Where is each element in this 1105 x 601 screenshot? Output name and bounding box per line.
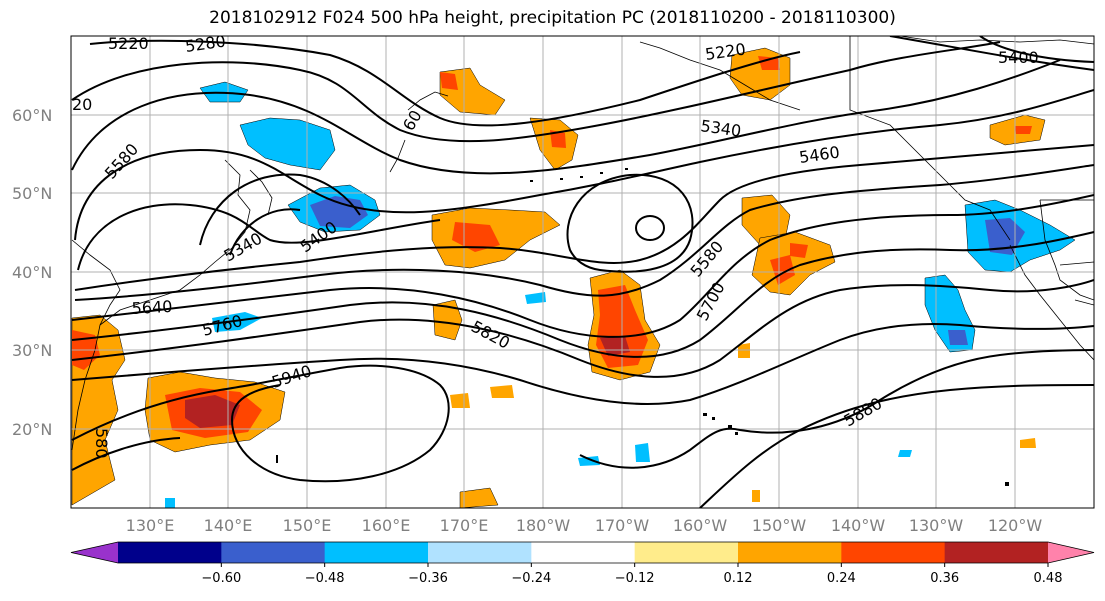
colorbar-tick-label: 0.24 [827, 571, 856, 586]
colorbar-tick-label: 0.12 [724, 571, 753, 586]
lon-label: 170°W [595, 516, 650, 535]
colorbar-segment [428, 542, 532, 563]
lon-label: 160°W [673, 516, 728, 535]
contour-label: 5280 [184, 31, 227, 55]
precip-positive-areas [71, 47, 1046, 508]
colorbar-tick-label: 0.36 [930, 571, 959, 586]
colorbar-tick-label: −0.12 [615, 571, 655, 586]
contour-label: 5220 [108, 34, 149, 53]
lon-label: 150°W [752, 516, 807, 535]
contour-label: 20 [72, 95, 92, 114]
lon-label: 140°W [831, 516, 886, 535]
colorbar-tick-label: 0.48 [1034, 571, 1063, 586]
map-frame [70, 35, 1095, 509]
colorbar-segment [221, 542, 326, 563]
lat-label: 50°N [12, 184, 52, 203]
lat-label: 20°N [12, 420, 52, 439]
lon-label: 160°E [362, 516, 411, 535]
precip-negative-areas [165, 81, 1076, 508]
islands [276, 168, 1009, 486]
map-title: 2018102912 F024 500 hPa height, precipit… [209, 8, 896, 28]
height-contours [71, 36, 1094, 508]
contour-label: 580 [92, 428, 111, 459]
colorbar-tick-label: −0.60 [201, 571, 241, 586]
lat-label: 40°N [12, 263, 52, 282]
lon-label: 170°E [440, 516, 489, 535]
colorbar-tick-label: −0.48 [305, 571, 345, 586]
colorbar-segment [634, 542, 739, 563]
colorbar-segment [738, 542, 842, 563]
colorbar-segment [324, 542, 429, 563]
lon-label: 130°W [909, 516, 964, 535]
lon-label: 120°W [988, 516, 1043, 535]
lon-label: 150°E [283, 516, 332, 535]
lat-label: 60°N [12, 106, 52, 125]
contour-label: 5400 [998, 48, 1039, 67]
colorbar-tick-label: −0.36 [408, 571, 448, 586]
colorbar-segment [944, 542, 1049, 563]
gridlines [71, 36, 1094, 508]
colorbar-segment [118, 542, 222, 563]
colorbar: −0.60 −0.48 −0.36 −0.24 −0.12 0.12 0.24 0.36 0.4… [70, 541, 1095, 586]
coastlines [71, 36, 1094, 451]
lon-label: 140°E [204, 516, 253, 535]
latitude-labels: 60°N 50°N 40°N 30°N 20°N [12, 106, 52, 439]
colorbar-extend-low [71, 542, 118, 563]
colorbar-extend-high [1048, 542, 1094, 563]
longitude-labels: 130°E 140°E 150°E 160°E 170°E 180°W 170°… [126, 516, 1043, 535]
lat-label: 30°N [12, 341, 52, 360]
contour-label: 5640 [131, 297, 173, 318]
colorbar-segment [841, 542, 946, 563]
colorbar-tick-label: −0.24 [511, 571, 551, 586]
lon-label: 130°E [126, 516, 175, 535]
colorbar-segment [531, 542, 636, 563]
lon-label: 180°W [516, 516, 571, 535]
